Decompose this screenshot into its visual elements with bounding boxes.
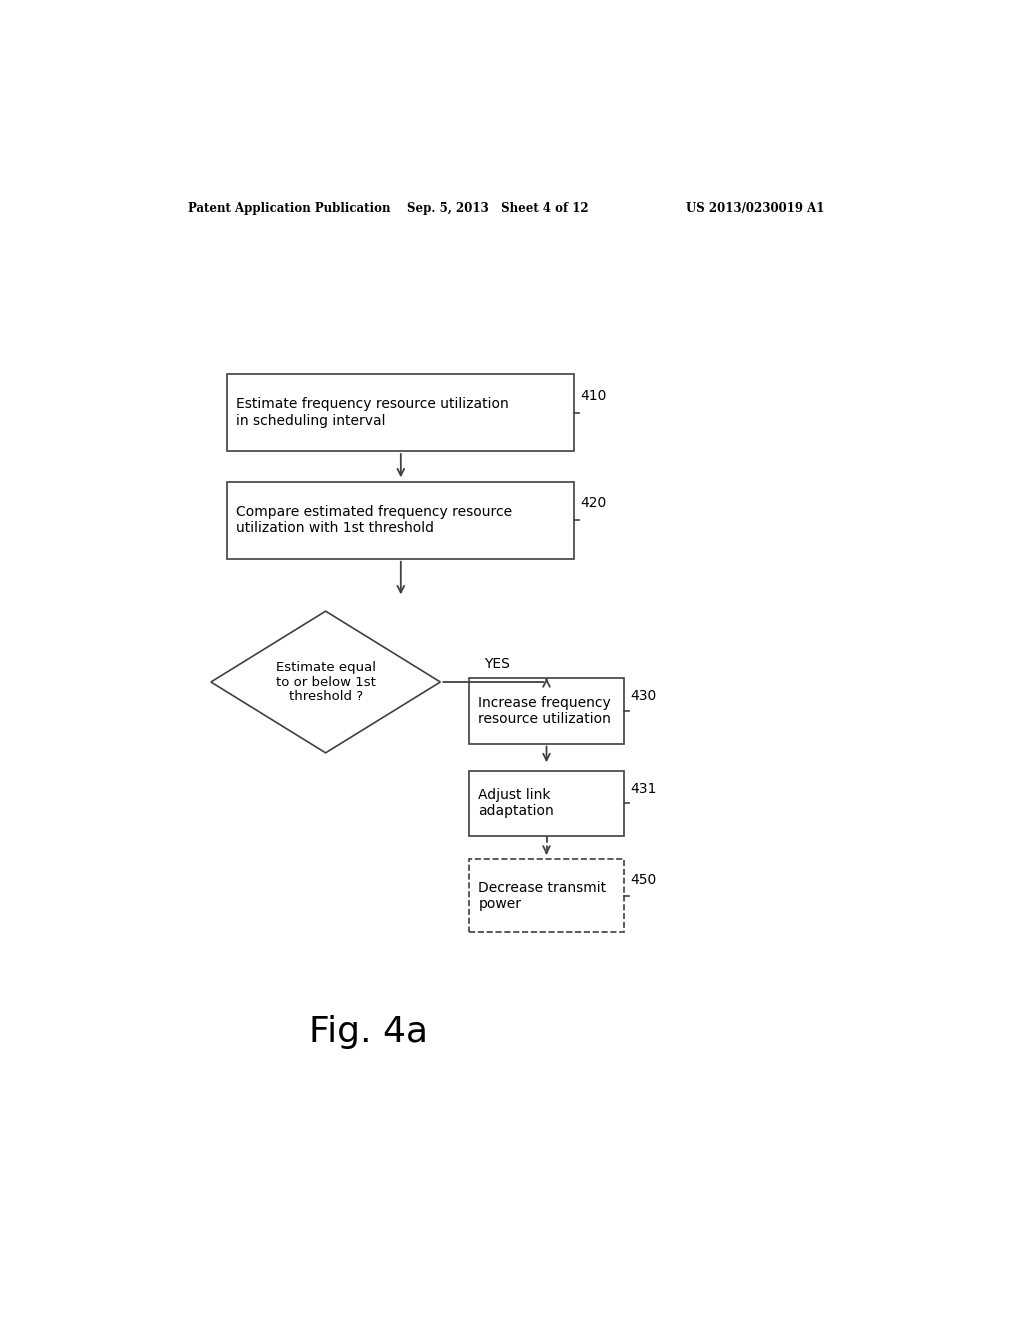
Text: 410: 410 bbox=[581, 388, 607, 403]
Text: Increase frequency
resource utilization: Increase frequency resource utilization bbox=[478, 696, 611, 726]
Text: Patent Application Publication: Patent Application Publication bbox=[188, 202, 391, 215]
Text: Fig. 4a: Fig. 4a bbox=[309, 1015, 428, 1049]
Text: Estimate frequency resource utilization
in scheduling interval: Estimate frequency resource utilization … bbox=[237, 397, 509, 428]
FancyBboxPatch shape bbox=[227, 374, 574, 451]
FancyBboxPatch shape bbox=[469, 771, 624, 836]
Polygon shape bbox=[211, 611, 440, 752]
Text: Sep. 5, 2013   Sheet 4 of 12: Sep. 5, 2013 Sheet 4 of 12 bbox=[407, 202, 589, 215]
FancyBboxPatch shape bbox=[227, 482, 574, 558]
Text: US 2013/0230019 A1: US 2013/0230019 A1 bbox=[686, 202, 824, 215]
Text: Estimate equal
to or below 1st
threshold ?: Estimate equal to or below 1st threshold… bbox=[275, 660, 376, 704]
FancyBboxPatch shape bbox=[469, 859, 624, 932]
Text: 430: 430 bbox=[630, 689, 656, 704]
Text: Decrease transmit
power: Decrease transmit power bbox=[478, 880, 606, 911]
Text: Compare estimated frequency resource
utilization with 1st threshold: Compare estimated frequency resource uti… bbox=[237, 506, 513, 536]
Text: 420: 420 bbox=[581, 496, 607, 511]
Text: Adjust link
adaptation: Adjust link adaptation bbox=[478, 788, 554, 818]
Text: 431: 431 bbox=[630, 781, 656, 796]
Text: YES: YES bbox=[484, 657, 510, 671]
Text: 450: 450 bbox=[630, 873, 656, 887]
FancyBboxPatch shape bbox=[469, 678, 624, 743]
